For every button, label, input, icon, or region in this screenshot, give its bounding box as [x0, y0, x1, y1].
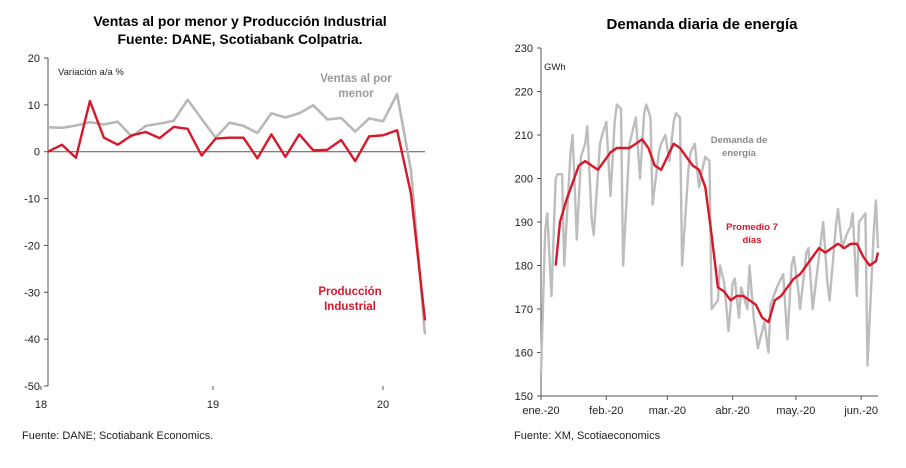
y-tick-label: -20 [24, 240, 40, 252]
energy-demand-label-line-2: energía [722, 148, 757, 159]
y-tick-label: 150 [515, 391, 533, 403]
y-tick-label: 170 [515, 304, 533, 316]
retail-industrial-chart-source: Fuente: DANE; Scotiabank Economics. [22, 430, 214, 442]
y-tick-label: 230 [515, 43, 533, 55]
energy-demand-label-line-1: Demanda de [711, 135, 768, 146]
energy-demand-chart-panel: Demanda diaria de energía 230 220 210 200 19… [452, 0, 906, 468]
x-tick-label: 19 [207, 399, 219, 411]
seven-day-average-line [554, 138, 880, 324]
seven-day-average-label-line-1: Promedio 7 [726, 222, 778, 233]
retail-industrial-chart-title: Ventas al por menor y Producción Industr… [40, 12, 440, 48]
x-tick-label: ene.-20 [522, 405, 559, 417]
y-tick-label: -50 [24, 381, 40, 393]
x-tick-label: 18 [35, 399, 47, 411]
y-tick-label: 210 [515, 130, 533, 142]
y-tick-label: 180 [515, 261, 533, 273]
chart-title-line-2: Fuente: DANE, Scotiabank Colpatria. [117, 31, 363, 47]
x-tick-label: mar.-20 [649, 405, 686, 417]
x-tick-label: feb.-20 [589, 405, 623, 417]
energy-demand-chart: 230 220 210 200 190 180 170 160 150 ene.-20 feb.-2… [515, 43, 880, 417]
chart-title-line-1: Ventas al por menor y Producción Industr… [93, 13, 387, 29]
retail-sales-label-line-1: Ventas al por [320, 73, 392, 85]
y-axis-unit-label: GWh [544, 62, 566, 73]
y-tick-label: -30 [24, 287, 40, 299]
x-tick-label: jun.-20 [843, 405, 878, 417]
energy-demand-chart-title: Demanda diaria de energía [606, 16, 798, 33]
y-tick-label: 220 [515, 87, 533, 99]
seven-day-average-label-line-2: días [742, 235, 761, 246]
industrial-production-label-line-1: Producción [318, 286, 381, 298]
retail-sales-line [47, 92, 427, 335]
y-tick-label: 200 [515, 174, 533, 186]
x-tick-label: 20 [377, 399, 389, 411]
retail-sales-label-line-2: menor [338, 88, 374, 100]
x-tick-label: may.-20 [776, 405, 815, 417]
y-tick-label: 160 [515, 348, 533, 360]
y-axis-unit-label: Variación a/a % [58, 67, 124, 78]
y-tick-label: 20 [28, 53, 40, 65]
y-tick-label: 0 [34, 147, 40, 159]
energy-demand-line [539, 103, 880, 375]
industrial-production-label-line-2: Industrial [324, 301, 376, 313]
y-tick-label: 190 [515, 217, 533, 229]
y-tick-label: 10 [28, 100, 40, 112]
y-tick-label: -10 [24, 194, 40, 206]
y-tick-label: -40 [24, 334, 40, 346]
retail-industrial-chart-panel: Ventas al por menor y Producción Industr… [0, 0, 450, 468]
energy-demand-chart-source: Fuente: XM, Scotiaeconomics [514, 430, 661, 442]
industrial-production-line [47, 99, 427, 321]
x-tick-label: abr.-20 [716, 405, 750, 417]
retail-industrial-chart: 20 10 0 -10 -20 -30 -40 -50 18 19 20 Variación a/a … [24, 53, 427, 411]
